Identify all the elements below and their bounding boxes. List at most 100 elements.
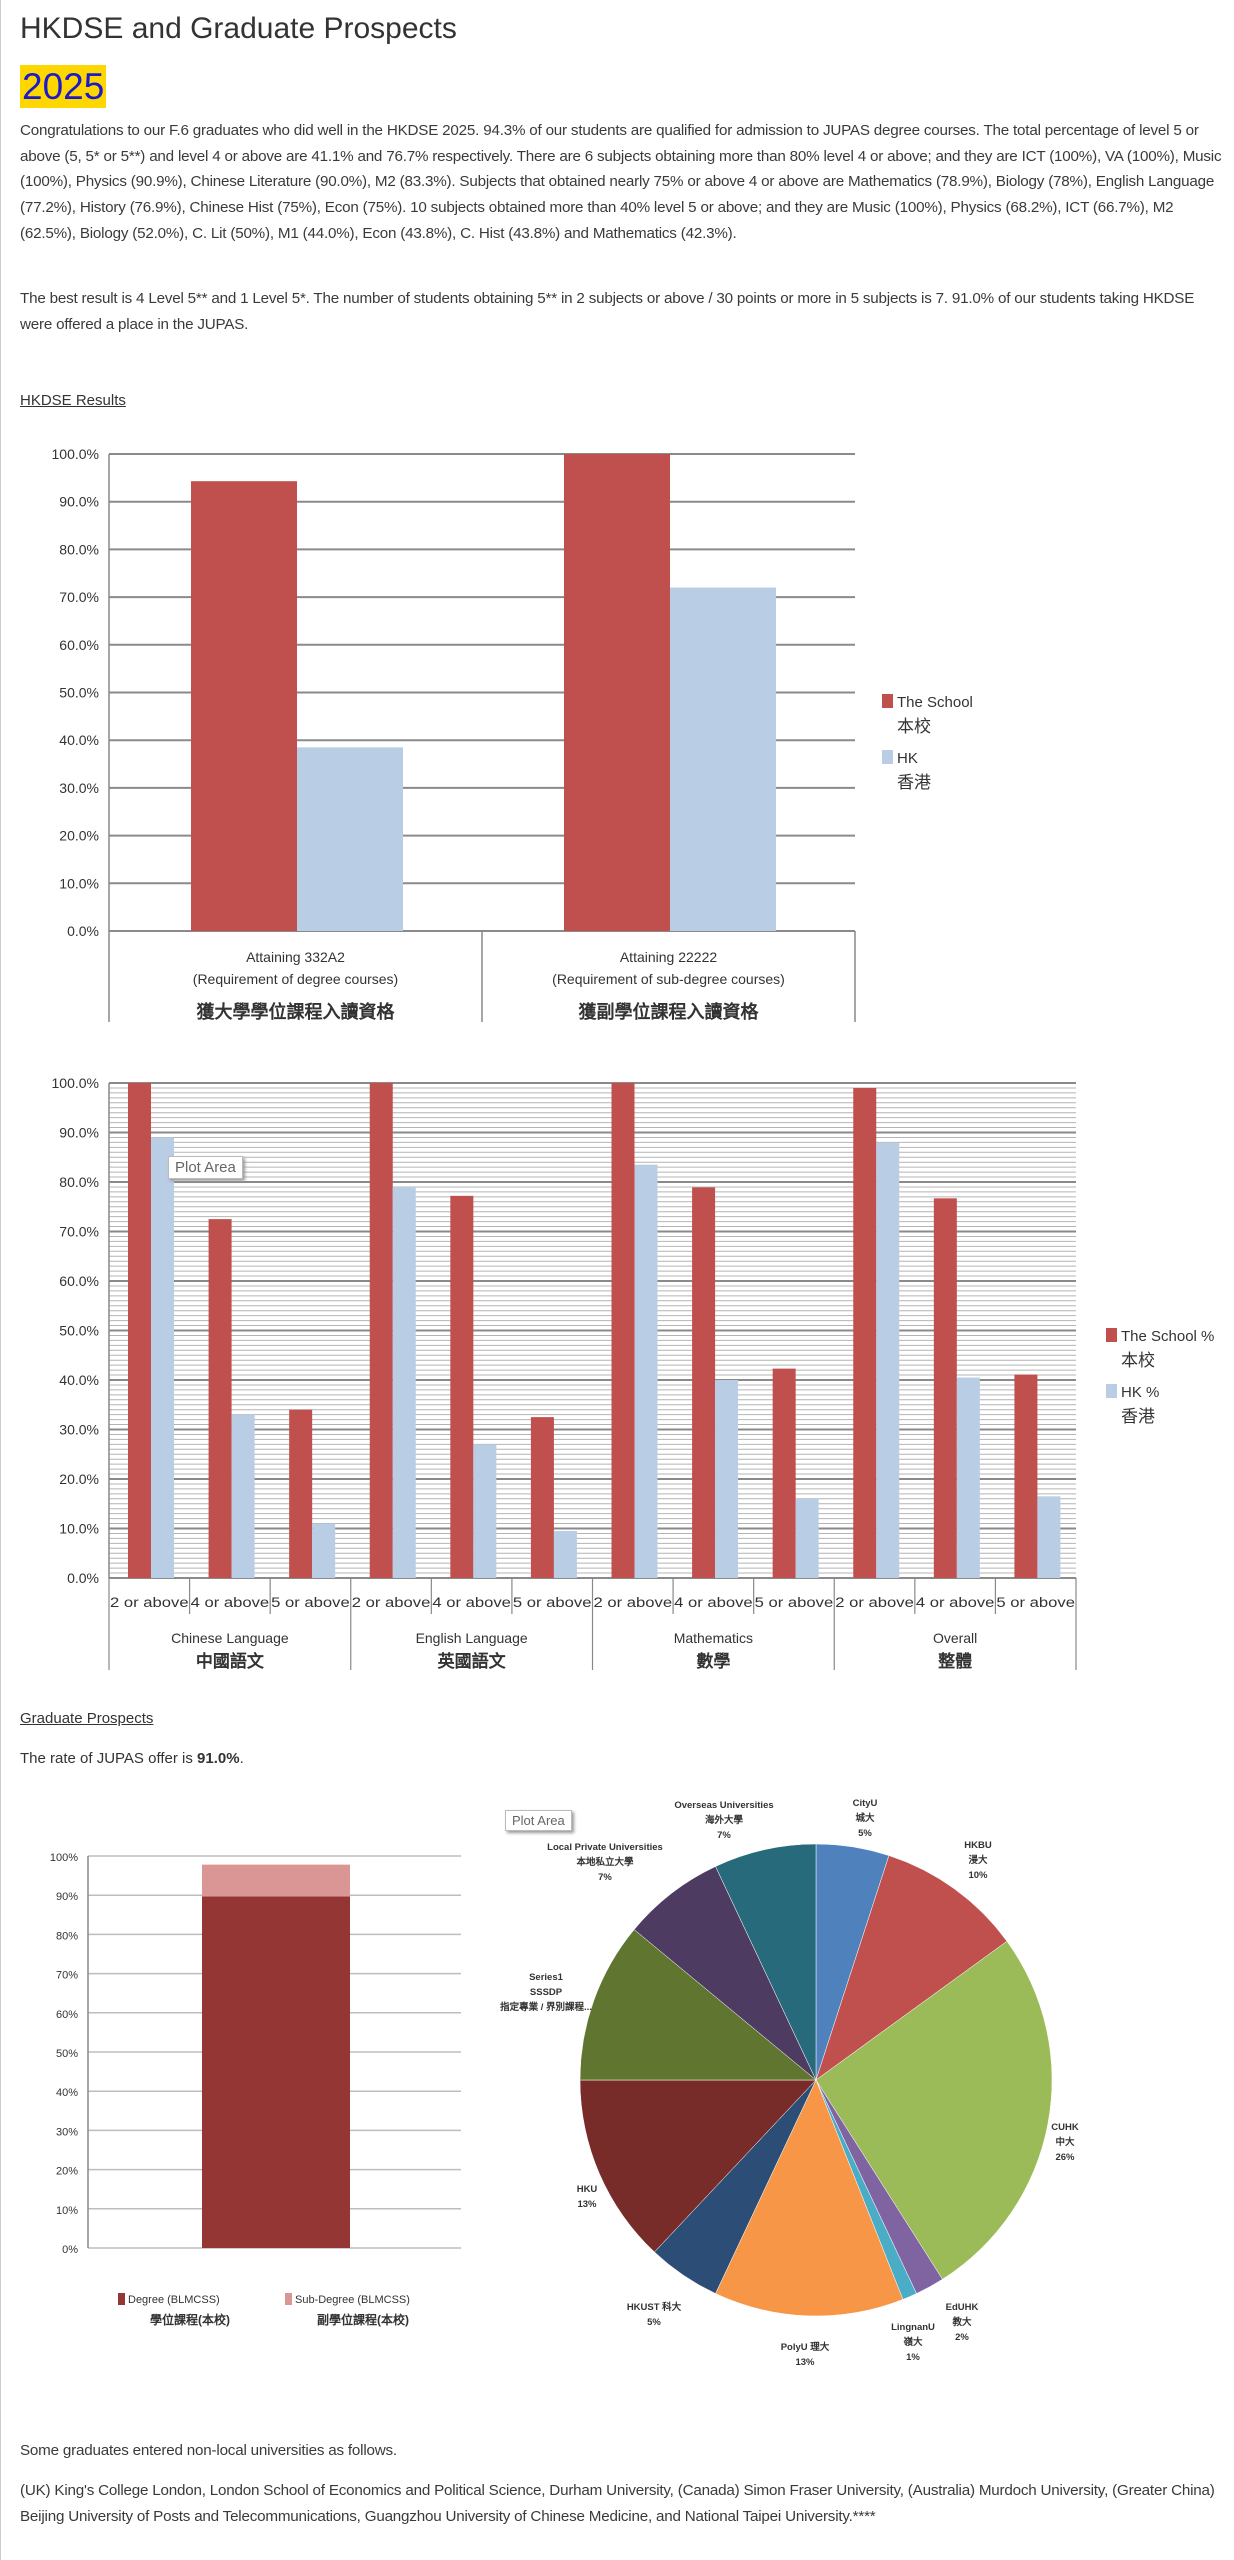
hkdse-results-link[interactable]: HKDSE Results xyxy=(20,392,126,409)
y-tick-label: 70.0% xyxy=(59,589,99,605)
pie-slice-local-private-universities xyxy=(633,1866,817,2081)
pie-label: PolyU 理大 xyxy=(781,2341,830,2353)
category-label-zh: 獲副學位課程入讀資格 xyxy=(579,1001,760,1022)
pie-label: 13% xyxy=(795,2357,815,2368)
subcategory-label: 4 or above xyxy=(674,1595,753,1610)
y-tick-label: 40.0% xyxy=(59,1372,99,1388)
bar-school xyxy=(853,1087,877,1578)
y-tick-label: 50.0% xyxy=(59,1323,99,1339)
pie-slice-overseas-universities xyxy=(715,1843,817,2081)
pie-label: 城大 xyxy=(855,1812,875,1824)
pie-label: EdUHK xyxy=(946,2302,979,2313)
bar-hk xyxy=(553,1530,577,1578)
y-tick-label: 30.0% xyxy=(59,1422,99,1438)
bar-hk xyxy=(473,1444,497,1578)
pie-label: HKU xyxy=(577,2184,598,2195)
page-left-border xyxy=(0,0,1,2560)
hkdse-requirement-bar-chart: 0.0% 10.0% 20.0% 30.0% 40.0% 50.0% 60.0% 70.0% 8… xyxy=(52,446,973,1022)
pie-label: 5% xyxy=(858,1828,872,1839)
legend-label-zh: 香港 xyxy=(1121,1407,1155,1426)
y-tick-label: 90% xyxy=(56,1891,78,1903)
legend-label: HK % xyxy=(1121,1384,1159,1401)
pie-slice-series1 xyxy=(579,1929,817,2081)
bar-school xyxy=(933,1198,957,1578)
bar-school xyxy=(530,1417,554,1578)
y-tick-label: 80.0% xyxy=(59,1174,99,1190)
y-tick-label: 20% xyxy=(56,2166,78,2178)
jupas-rate-text: The rate of JUPAS offer is 91.0%. xyxy=(20,1750,244,1767)
y-tick-label: 60.0% xyxy=(59,637,99,653)
bar-school xyxy=(611,1083,635,1578)
graduate-prospects-link[interactable]: Graduate Prospects xyxy=(20,1710,154,1727)
jupas-rate-suffix: . xyxy=(239,1750,244,1767)
y-tick-label: 50% xyxy=(56,2048,78,2060)
subcategory-label: 4 or above xyxy=(432,1595,511,1610)
y-tick-label: 80.0% xyxy=(59,541,99,557)
category-sublabel: (Requirement of degree courses) xyxy=(193,971,398,987)
legend-label: Sub-Degree (BLMCSS) xyxy=(295,2294,410,2306)
pie-label: 1% xyxy=(906,2352,920,2363)
subcategory-label: 2 or above xyxy=(594,1595,673,1610)
pie-label: 嶺大 xyxy=(902,2336,923,2348)
pie-label: Series1 xyxy=(529,1972,564,1983)
pie-label: 7% xyxy=(717,1830,731,1841)
page-title: HKDSE and Graduate Prospects xyxy=(20,12,457,45)
pie-label: 海外大學 xyxy=(705,1814,744,1826)
degree-stacked-bar-chart: 0% 10% 20% 30% 40% 50% 60% 70% 80% 90% 100% Degree … xyxy=(50,1852,461,2327)
bar-hk xyxy=(715,1380,739,1578)
y-tick-label: 10% xyxy=(56,2205,78,2217)
subcategory-label: 2 or above xyxy=(352,1595,431,1610)
group-label: Overall xyxy=(933,1630,977,1646)
pie-label: Local Private Universities xyxy=(547,1842,663,1853)
bar-school xyxy=(369,1083,393,1578)
bar-hk xyxy=(876,1142,900,1578)
pie-label: 教大 xyxy=(951,2316,972,2328)
y-tick-label: 50.0% xyxy=(59,685,99,701)
y-tick-label: 0% xyxy=(62,2244,78,2256)
y-tick-label: 0.0% xyxy=(67,1570,99,1586)
subcategory-label: 4 or above xyxy=(191,1595,270,1610)
jupas-rate-prefix: The rate of JUPAS offer is xyxy=(20,1750,198,1767)
stacked-bar-sub-degree xyxy=(202,1864,350,1897)
legend-label: The School % xyxy=(1121,1328,1214,1345)
y-tick-label: 100% xyxy=(50,1852,78,1864)
legend-label: HK xyxy=(897,750,918,767)
group-label-zh: 數學 xyxy=(696,1651,730,1671)
y-tick-label: 40% xyxy=(56,2087,78,2099)
bar-hk xyxy=(956,1377,980,1578)
category-label: Attaining 22222 xyxy=(620,949,718,965)
destination-pie-chart: CityU 城大 5% HKBU 浸大 10% CUHK 中大 26% EdUHK 教大 2% Ling… xyxy=(500,1798,1079,2368)
pie-label: 本地私立大學 xyxy=(576,1856,634,1868)
plot-area-tooltip: Plot Area xyxy=(168,1156,243,1179)
results-summary-paragraph: Congratulations to our F.6 graduates who… xyxy=(20,122,1222,242)
y-tick-label: 30% xyxy=(56,2126,78,2138)
legend-label-zh: 副學位課程(本校) xyxy=(317,2312,409,2327)
pie-label: 浸大 xyxy=(968,1854,988,1866)
category-label-zh: 獲大學學位課程入讀資格 xyxy=(197,1001,396,1022)
category-sublabel: (Requirement of sub-degree courses) xyxy=(552,971,785,987)
pie-label: HKBU xyxy=(964,1840,992,1851)
y-tick-label: 90.0% xyxy=(59,494,99,510)
bar-hk xyxy=(312,1523,336,1578)
pie-slice-cuhk xyxy=(815,1940,1053,2280)
subcategory-label: 2 or above xyxy=(110,1595,189,1610)
pie-label: 指定專業 / 界別課程... xyxy=(500,2001,592,2013)
legend-swatch xyxy=(285,2293,292,2305)
legend-swatch xyxy=(1106,1384,1117,1398)
y-tick-label: 0.0% xyxy=(67,923,99,939)
bar-school xyxy=(1014,1374,1038,1578)
legend-swatch xyxy=(882,750,893,764)
subcategory-label: 5 or above xyxy=(996,1595,1075,1610)
bar-school xyxy=(128,1083,151,1578)
y-tick-label: 10.0% xyxy=(59,1521,99,1537)
y-tick-label: 20.0% xyxy=(59,1471,99,1487)
bar-hk xyxy=(670,587,776,931)
best-result-paragraph: The best result is 4 Level 5** and 1 Lev… xyxy=(20,290,1195,333)
bar-school xyxy=(450,1195,474,1578)
pie-label: 13% xyxy=(577,2199,597,2210)
category-label: Attaining 332A2 xyxy=(246,949,345,965)
bar-school xyxy=(564,454,670,931)
bar-hk xyxy=(1037,1496,1061,1578)
nonlocal-universities-list: (UK) King's College London, London Schoo… xyxy=(20,2482,1215,2525)
y-tick-label: 60% xyxy=(56,2009,78,2021)
